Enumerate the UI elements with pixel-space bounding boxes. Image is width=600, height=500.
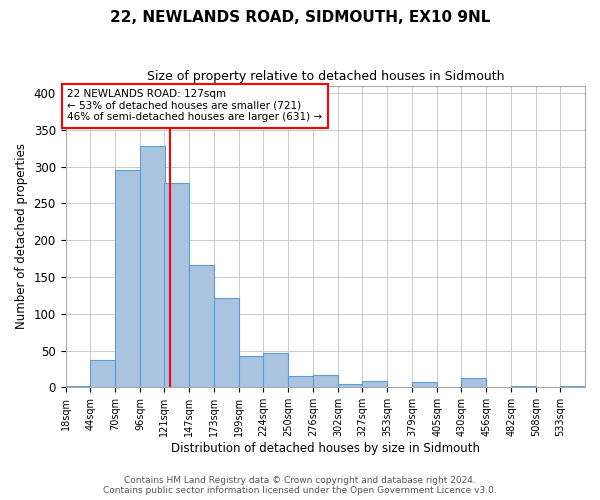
Bar [239,356,264,388]
Bar [164,182,190,388]
X-axis label: Distribution of detached houses by size in Sidmouth: Distribution of detached houses by size … [171,442,480,455]
Bar [461,378,486,388]
Bar [362,382,387,388]
Bar [214,298,239,388]
Bar [263,354,288,388]
Bar [412,382,437,388]
Bar [115,170,140,388]
Bar [560,386,585,388]
Text: 22 NEWLANDS ROAD: 127sqm
← 53% of detached houses are smaller (721)
46% of semi-: 22 NEWLANDS ROAD: 127sqm ← 53% of detach… [67,89,323,122]
Bar [91,360,115,388]
Y-axis label: Number of detached properties: Number of detached properties [15,144,28,330]
Bar [313,375,338,388]
Bar [65,386,91,388]
Bar [338,384,363,388]
Bar [140,146,166,388]
Text: 22, NEWLANDS ROAD, SIDMOUTH, EX10 9NL: 22, NEWLANDS ROAD, SIDMOUTH, EX10 9NL [110,10,490,25]
Text: Contains HM Land Registry data © Crown copyright and database right 2024.
Contai: Contains HM Land Registry data © Crown c… [103,476,497,495]
Bar [288,376,313,388]
Title: Size of property relative to detached houses in Sidmouth: Size of property relative to detached ho… [146,70,504,83]
Bar [511,386,536,388]
Bar [190,265,214,388]
